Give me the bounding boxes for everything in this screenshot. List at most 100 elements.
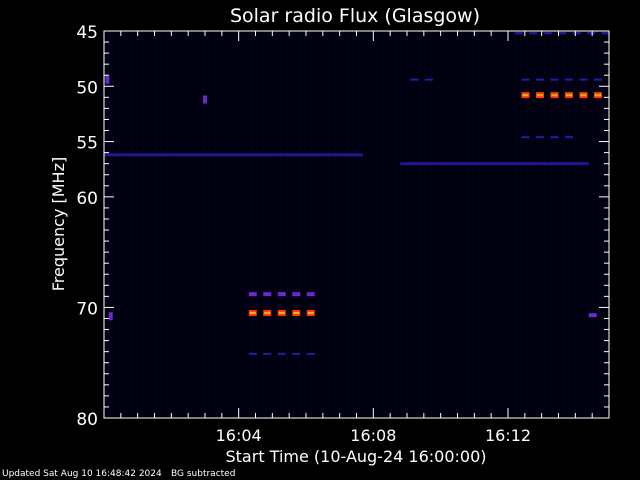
background-streak [527,32,528,417]
emission-dash [263,292,272,297]
background-streak [173,32,174,417]
emission-dash [558,32,567,35]
emission-dash [424,78,433,81]
background-streak [467,32,468,417]
emission-dash-core [594,94,601,97]
emission-dash [306,352,315,355]
background-streak [521,32,522,417]
background-streak [473,32,474,417]
background-streak [503,32,504,417]
emission-dash [277,292,286,297]
background-streak [413,32,414,417]
background-streak [581,32,582,417]
emission-dash [521,78,530,81]
background-streak [449,32,450,417]
footer-updated-text: Updated Sat Aug 10 16:48:42 2024 [2,469,162,479]
emission-dash [410,78,419,81]
x-tick-label: 16:12 [485,426,531,445]
y-tick-label: 80 [76,410,98,430]
background-streak [365,32,366,417]
emission-band [400,162,589,166]
emission-dash [535,136,544,139]
background-streak [167,32,168,417]
emission-dash [292,292,301,297]
y-tick-label: 70 [76,299,98,319]
emission-dash [529,32,538,35]
background-streak [329,32,330,417]
x-tick-label: 16:04 [216,426,262,445]
y-tick-label: 55 [76,134,98,154]
x-axis-label: Start Time (10-Aug-24 16:00:00) [226,447,487,466]
background-streak [425,32,426,417]
emission-dash [588,313,597,318]
y-tick-label: 45 [76,23,98,43]
background-streak [197,32,198,417]
background-streak [131,32,132,417]
chart-title: Solar radio Flux (Glasgow) [230,5,480,27]
background-streak [443,32,444,417]
background-streak [431,32,432,417]
emission-spot [108,312,113,321]
x-tick-label: 16:08 [350,426,396,445]
background-streak [593,32,594,417]
background-streak [257,32,258,417]
background-streak [245,32,246,417]
background-streak [107,32,108,417]
background-streak [119,32,120,417]
background-streak [551,32,552,417]
background-streak [335,32,336,417]
background-streak [179,32,180,417]
background-streak [569,32,570,417]
background-streak [401,32,402,417]
emission-spot [105,75,110,84]
emission-band [104,153,364,157]
emission-dash [543,32,552,35]
background-streak [347,32,348,417]
background-streak [437,32,438,417]
emission-dash [601,32,610,35]
background-streak [497,32,498,417]
background-streak [287,32,288,417]
background-streak [563,32,564,417]
background-streak [395,32,396,417]
emission-dash-core [536,94,543,97]
emission-dash-core [522,94,529,97]
background-streak [191,32,192,417]
background-streak [275,32,276,417]
y-tick-label: 50 [76,78,98,98]
background-streak [269,32,270,417]
emission-dash [248,352,257,355]
emission-dash [564,78,573,81]
emission-dash [593,78,602,81]
emission-dash [248,292,257,297]
background-streak [383,32,384,417]
background-streak [215,32,216,417]
emission-dash [587,32,596,35]
background-streak [341,32,342,417]
emission-dash-core [249,311,256,314]
y-tick-label: 60 [76,189,98,209]
background-streak [317,32,318,417]
background-streak [371,32,372,417]
x-axis: 16:04 16:08 16:12 [120,31,593,445]
emission-dash [564,136,573,139]
background-streak [407,32,408,417]
background-streaks [107,32,606,417]
emission-dash-core [278,311,285,314]
emission-dash-core [264,311,271,314]
background-streak [353,32,354,417]
emission-dash-core [565,94,572,97]
emission-dash-core [580,94,587,97]
background-streak [137,32,138,417]
emission-dash [535,78,544,81]
background-streak [557,32,558,417]
background-streak [149,32,150,417]
background-streak [113,32,114,417]
background-streak [227,32,228,417]
emission-dash [277,352,286,355]
background-streak [539,32,540,417]
background-streak [515,32,516,417]
emission-dash [306,292,315,297]
background-streak [263,32,264,417]
